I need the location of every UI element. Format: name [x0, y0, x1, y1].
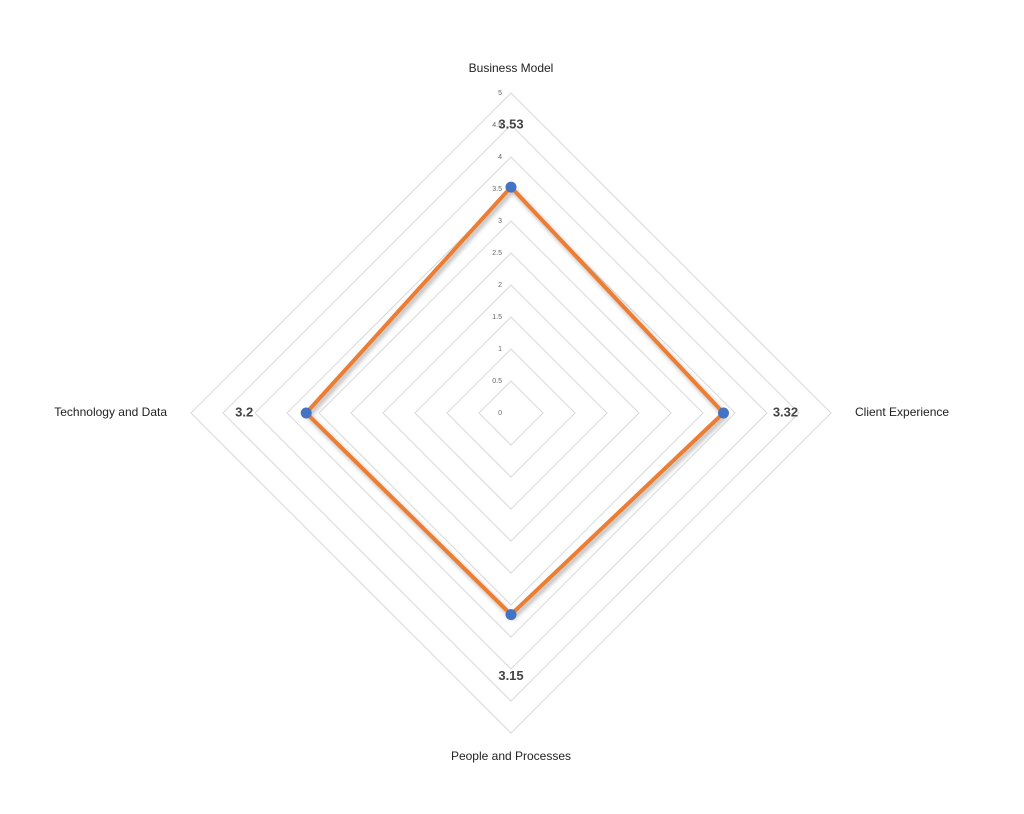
axis-label: Client Experience — [855, 405, 949, 419]
marker — [505, 609, 517, 621]
grid-ring — [414, 316, 608, 510]
grid-ring — [286, 188, 736, 638]
grid-ring — [446, 348, 576, 478]
grid-ring — [382, 284, 640, 542]
value-label: 3.32 — [773, 404, 798, 419]
r-tick-label: 1 — [498, 346, 502, 353]
r-tick-label: 2 — [498, 282, 502, 289]
r-tick-label: 1.5 — [492, 314, 502, 321]
grid-ring — [190, 92, 832, 734]
marker — [300, 407, 312, 419]
grid-ring — [254, 156, 768, 670]
r-tick-label: 0 — [498, 410, 502, 417]
axis-label: People and Processes — [451, 749, 571, 763]
r-tick-label: 0.5 — [492, 378, 502, 385]
value-label: 3.2 — [235, 404, 253, 419]
r-tick-label: 5 — [498, 90, 502, 97]
grid-ring — [222, 124, 800, 702]
r-tick-label: 4.5 — [492, 122, 502, 129]
value-label: 3.15 — [498, 668, 523, 683]
r-tick-label: 3.5 — [492, 186, 502, 193]
r-tick-label: 2.5 — [492, 250, 502, 257]
marker — [505, 181, 517, 193]
grid-ring — [350, 252, 672, 574]
grid-ring — [318, 220, 704, 606]
value-label: 3.53 — [498, 117, 523, 132]
r-tick-label: 3 — [498, 218, 502, 225]
axis-label: Business Model — [469, 61, 554, 75]
grid-ring — [478, 380, 544, 446]
axis-label: Technology and Data — [54, 405, 167, 419]
r-tick-label: 4 — [498, 154, 502, 161]
marker — [717, 407, 729, 419]
